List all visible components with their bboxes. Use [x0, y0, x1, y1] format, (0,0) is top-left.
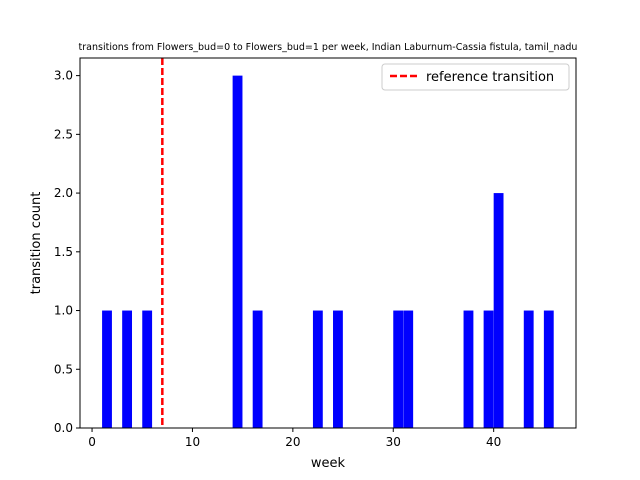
bar-week-31	[403, 310, 414, 428]
x-axis-label: week	[311, 456, 346, 471]
y-axis-label: transition count	[29, 192, 44, 295]
legend-box	[381, 63, 570, 91]
y-tick-label-3.0: 3.0	[54, 69, 73, 83]
plot-frame	[79, 57, 577, 429]
y-tick-label-2.5: 2.5	[54, 127, 73, 141]
y-tick-label-1.5: 1.5	[54, 245, 73, 259]
x-tick-label-20: 20	[285, 435, 300, 449]
bar-week-45	[543, 310, 554, 428]
legend-reference-label: reference transition	[426, 70, 554, 85]
legend: reference transition	[381, 63, 570, 91]
bar-week-37	[463, 310, 474, 428]
y-tick-label-0.0: 0.0	[54, 421, 73, 435]
x-tick-label-0: 0	[88, 435, 96, 449]
x-tick-label-10: 10	[185, 435, 200, 449]
chart-title: transitions from Flowers_bud=0 to Flower…	[79, 42, 578, 53]
y-tick-label-1.0: 1.0	[54, 304, 73, 318]
x-tick-label-40: 40	[486, 435, 501, 449]
bar-week-22	[312, 310, 323, 428]
y-axis-ticks: 0.0 0.5 1.0 1.5 2.0 2.5 3.0	[54, 69, 80, 435]
bar-week-40	[493, 193, 504, 428]
bar-week-24	[333, 310, 343, 428]
bar-week-5	[142, 310, 153, 428]
y-tick-label-0.5: 0.5	[54, 362, 73, 376]
bar-week-1	[102, 310, 112, 428]
x-axis-ticks: 0 10 20 30 40	[88, 428, 501, 449]
bar-week-43	[523, 310, 534, 428]
bar-week-30	[393, 310, 404, 428]
bar-week-14	[232, 75, 243, 429]
bar-week-39	[483, 310, 494, 428]
x-tick-label-30: 30	[386, 435, 401, 449]
bar-week-16	[252, 310, 263, 428]
bars-layer	[102, 75, 554, 429]
bar-week-3	[122, 310, 133, 428]
y-tick-label-2.0: 2.0	[54, 186, 73, 200]
